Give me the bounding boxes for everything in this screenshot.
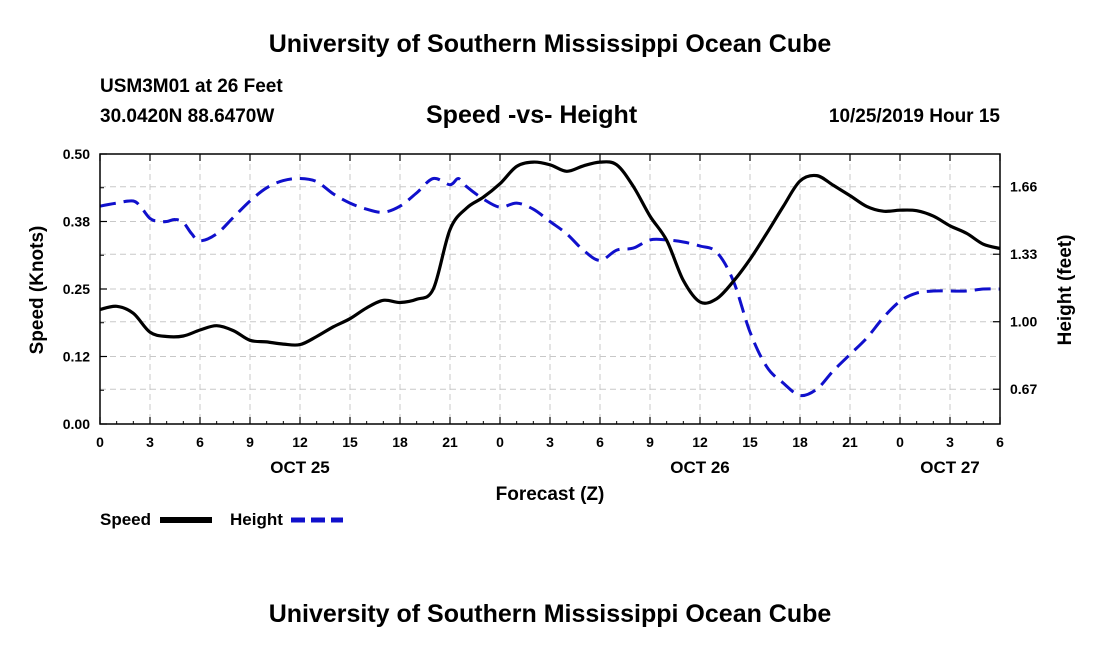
x-tick-label: 6 [196, 434, 204, 450]
x-tick-label: 0 [96, 434, 104, 450]
legend-height-label: Height [230, 510, 283, 529]
x-tick-label: 21 [842, 434, 858, 450]
x-tick-label: 21 [442, 434, 458, 450]
y2-tick-label: 1.00 [1010, 314, 1037, 330]
axis-labels: 0 3 6 9 12 15 18 21 0 3 6 9 12 15 18 21 0 3 6 OCT 25 OCT 26 O… [63, 146, 1038, 477]
main-title: University of Southern Mississippi Ocean… [268, 30, 832, 58]
x-tick-label: 15 [742, 434, 758, 450]
y-axis-label-left: Speed (Knots) [27, 226, 48, 355]
y2-tick-label: 1.33 [1010, 246, 1037, 262]
x-tick-label: 18 [392, 434, 408, 450]
date-label: OCT 25 [270, 458, 330, 477]
x-tick-label: 6 [996, 434, 1004, 450]
y2-tick-label: 0.67 [1010, 381, 1037, 397]
height-series-line [99, 176, 1001, 398]
axis-ticks [99, 153, 1001, 425]
station-name: USM3M01 at 26 Feet [100, 76, 283, 97]
grid [100, 154, 1000, 424]
x-tick-label: 18 [792, 434, 808, 450]
x-tick-label: 9 [646, 434, 654, 450]
legend: Speed Height [100, 510, 343, 529]
x-tick-label: 3 [946, 434, 954, 450]
x-tick-label: 3 [146, 434, 154, 450]
x-tick-label: 3 [546, 434, 554, 450]
y-tick-label: 0.12 [63, 349, 90, 365]
x-tick-label: 12 [292, 434, 308, 450]
date-label: OCT 26 [670, 458, 730, 477]
y-axis-label-right: Height (feet) [1055, 235, 1076, 346]
x-tick-label: 12 [692, 434, 708, 450]
x-tick-label: 6 [596, 434, 604, 450]
y-tick-label: 0.38 [63, 214, 90, 230]
footer-title: University of Southern Mississippi Ocean… [268, 600, 832, 628]
date-label: OCT 27 [920, 458, 980, 477]
chart-title: Speed -vs- Height [426, 101, 638, 129]
x-tick-label: 15 [342, 434, 358, 450]
y-tick-label: 0.00 [63, 416, 90, 432]
legend-speed-label: Speed [100, 510, 151, 529]
x-tick-label: 0 [896, 434, 904, 450]
x-axis-label: Forecast (Z) [496, 484, 605, 505]
speed-series-line [99, 160, 1001, 347]
x-tick-label: 0 [496, 434, 504, 450]
x-tick-label: 9 [246, 434, 254, 450]
series-lines [99, 160, 1001, 398]
y-tick-label: 0.25 [63, 281, 90, 297]
forecast-run-date: 10/25/2019 Hour 15 [828, 106, 1000, 127]
y-tick-label: 0.50 [63, 146, 90, 162]
station-coordinates: 30.0420N 88.6470W [100, 106, 275, 127]
y2-tick-label: 1.66 [1010, 179, 1037, 195]
